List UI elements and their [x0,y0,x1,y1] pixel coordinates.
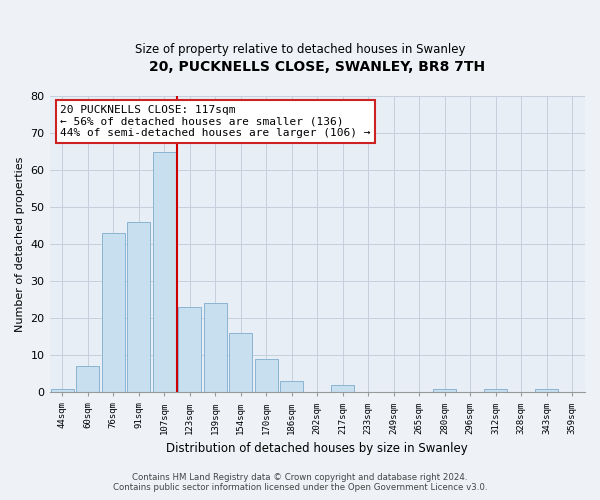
Bar [535,388,558,392]
Bar [127,222,150,392]
Bar [153,152,176,392]
Bar [76,366,99,392]
Bar [331,385,354,392]
Bar [433,388,456,392]
Bar [484,388,507,392]
Text: 20 PUCKNELLS CLOSE: 117sqm
← 56% of detached houses are smaller (136)
44% of sem: 20 PUCKNELLS CLOSE: 117sqm ← 56% of deta… [60,105,371,138]
Y-axis label: Number of detached properties: Number of detached properties [15,156,25,332]
X-axis label: Distribution of detached houses by size in Swanley: Distribution of detached houses by size … [166,442,468,455]
Text: Size of property relative to detached houses in Swanley: Size of property relative to detached ho… [135,42,465,56]
Bar [229,333,252,392]
Text: Contains HM Land Registry data © Crown copyright and database right 2024.
Contai: Contains HM Land Registry data © Crown c… [113,473,487,492]
Bar [178,307,201,392]
Bar [280,382,303,392]
Title: 20, PUCKNELLS CLOSE, SWANLEY, BR8 7TH: 20, PUCKNELLS CLOSE, SWANLEY, BR8 7TH [149,60,485,74]
Bar [204,304,227,392]
Bar [255,359,278,392]
Bar [51,388,74,392]
Bar [102,233,125,392]
